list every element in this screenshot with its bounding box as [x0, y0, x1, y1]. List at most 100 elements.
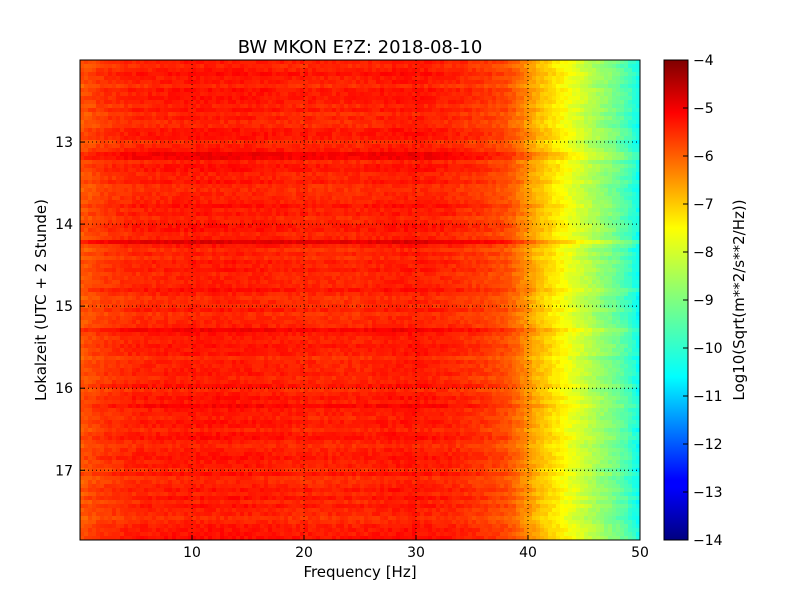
heatmap-cell [248, 132, 253, 137]
heatmap-cell [352, 200, 357, 205]
heatmap-cell [516, 108, 521, 113]
heatmap-cell [164, 184, 169, 189]
heatmap-cell [396, 76, 401, 81]
heatmap-cell [428, 200, 433, 205]
heatmap-cell [328, 180, 333, 185]
heatmap-cell [260, 148, 265, 153]
heatmap-cell [300, 172, 305, 177]
heatmap-cell [344, 152, 349, 157]
heatmap-cell [292, 60, 297, 65]
heatmap-cell [520, 168, 525, 173]
heatmap-cell [188, 144, 193, 149]
heatmap-cell [396, 104, 401, 109]
heatmap-cell [220, 132, 225, 137]
heatmap-cell [292, 92, 297, 97]
heatmap-cell [388, 184, 393, 189]
heatmap-cell [152, 64, 157, 69]
heatmap-cell [340, 120, 345, 125]
heatmap-cell [476, 128, 481, 133]
heatmap-cell [272, 132, 277, 137]
heatmap-cell [244, 184, 249, 189]
heatmap-cell [236, 168, 241, 173]
heatmap-cell [540, 124, 545, 129]
heatmap-cell [596, 144, 601, 149]
heatmap-cell [216, 136, 221, 141]
heatmap-cell [356, 60, 361, 65]
heatmap-cell [500, 188, 505, 193]
heatmap-cell [356, 156, 361, 161]
heatmap-cell [604, 156, 609, 161]
heatmap-cell [308, 80, 313, 85]
heatmap-cell [508, 152, 513, 157]
heatmap-cell [524, 176, 529, 181]
heatmap-cell [472, 192, 477, 197]
heatmap-cell [452, 184, 457, 189]
heatmap-cell [204, 180, 209, 185]
heatmap-cell [400, 168, 405, 173]
heatmap-cell [144, 180, 149, 185]
heatmap-cell [636, 136, 640, 141]
heatmap-cell [620, 160, 625, 165]
heatmap-cell [456, 164, 461, 169]
heatmap-cell [360, 184, 365, 189]
heatmap-cell [136, 128, 141, 133]
heatmap-cell [236, 104, 241, 109]
heatmap-cell [544, 188, 549, 193]
heatmap-cell [376, 100, 381, 105]
heatmap-cell [416, 112, 421, 117]
heatmap-cell [280, 60, 285, 65]
heatmap-cell [396, 124, 401, 129]
heatmap-cell [292, 192, 297, 197]
heatmap-cell [352, 84, 357, 89]
heatmap-cell [472, 184, 477, 189]
heatmap-cell [580, 164, 585, 169]
heatmap-cell [612, 104, 617, 109]
heatmap-cell [144, 108, 149, 113]
heatmap-cell [192, 140, 197, 145]
heatmap-cell [584, 160, 589, 165]
heatmap-cell [464, 84, 469, 89]
heatmap-cell [236, 132, 241, 137]
heatmap-cell [360, 60, 365, 65]
heatmap-cell [272, 196, 277, 201]
heatmap-cell [628, 88, 633, 93]
heatmap-cell [192, 68, 197, 73]
heatmap-cell [484, 152, 489, 157]
heatmap-cell [332, 60, 337, 65]
heatmap-cell [420, 148, 425, 153]
heatmap-cell [580, 84, 585, 89]
heatmap-cell [524, 132, 529, 137]
heatmap-cell [388, 120, 393, 125]
heatmap-cell [288, 96, 293, 101]
heatmap-cell [468, 64, 473, 69]
heatmap-cell [268, 200, 273, 205]
heatmap-cell [272, 108, 277, 113]
heatmap-cell [628, 144, 633, 149]
heatmap-cell [316, 184, 321, 189]
heatmap-cell [148, 196, 153, 201]
heatmap-cell [368, 196, 373, 201]
heatmap-cell [136, 168, 141, 173]
heatmap-cell [276, 84, 281, 89]
heatmap-cell [376, 172, 381, 177]
heatmap-cell [212, 192, 217, 197]
heatmap-cell [156, 200, 161, 205]
heatmap-cell [548, 108, 553, 113]
heatmap-cell [376, 124, 381, 129]
heatmap-cell [484, 136, 489, 141]
heatmap-cell [340, 104, 345, 109]
heatmap-cell [168, 156, 173, 161]
heatmap-cell [332, 104, 337, 109]
heatmap-cell [344, 120, 349, 125]
heatmap-cell [228, 172, 233, 177]
heatmap-cell [156, 176, 161, 181]
heatmap-cell [440, 96, 445, 101]
heatmap-cell [208, 136, 213, 141]
heatmap-cell [152, 188, 157, 193]
heatmap-cell [448, 188, 453, 193]
heatmap-cell [152, 144, 157, 149]
heatmap-cell [164, 192, 169, 197]
heatmap-cell [504, 152, 509, 157]
heatmap-cell [504, 164, 509, 169]
heatmap-cell [224, 164, 229, 169]
